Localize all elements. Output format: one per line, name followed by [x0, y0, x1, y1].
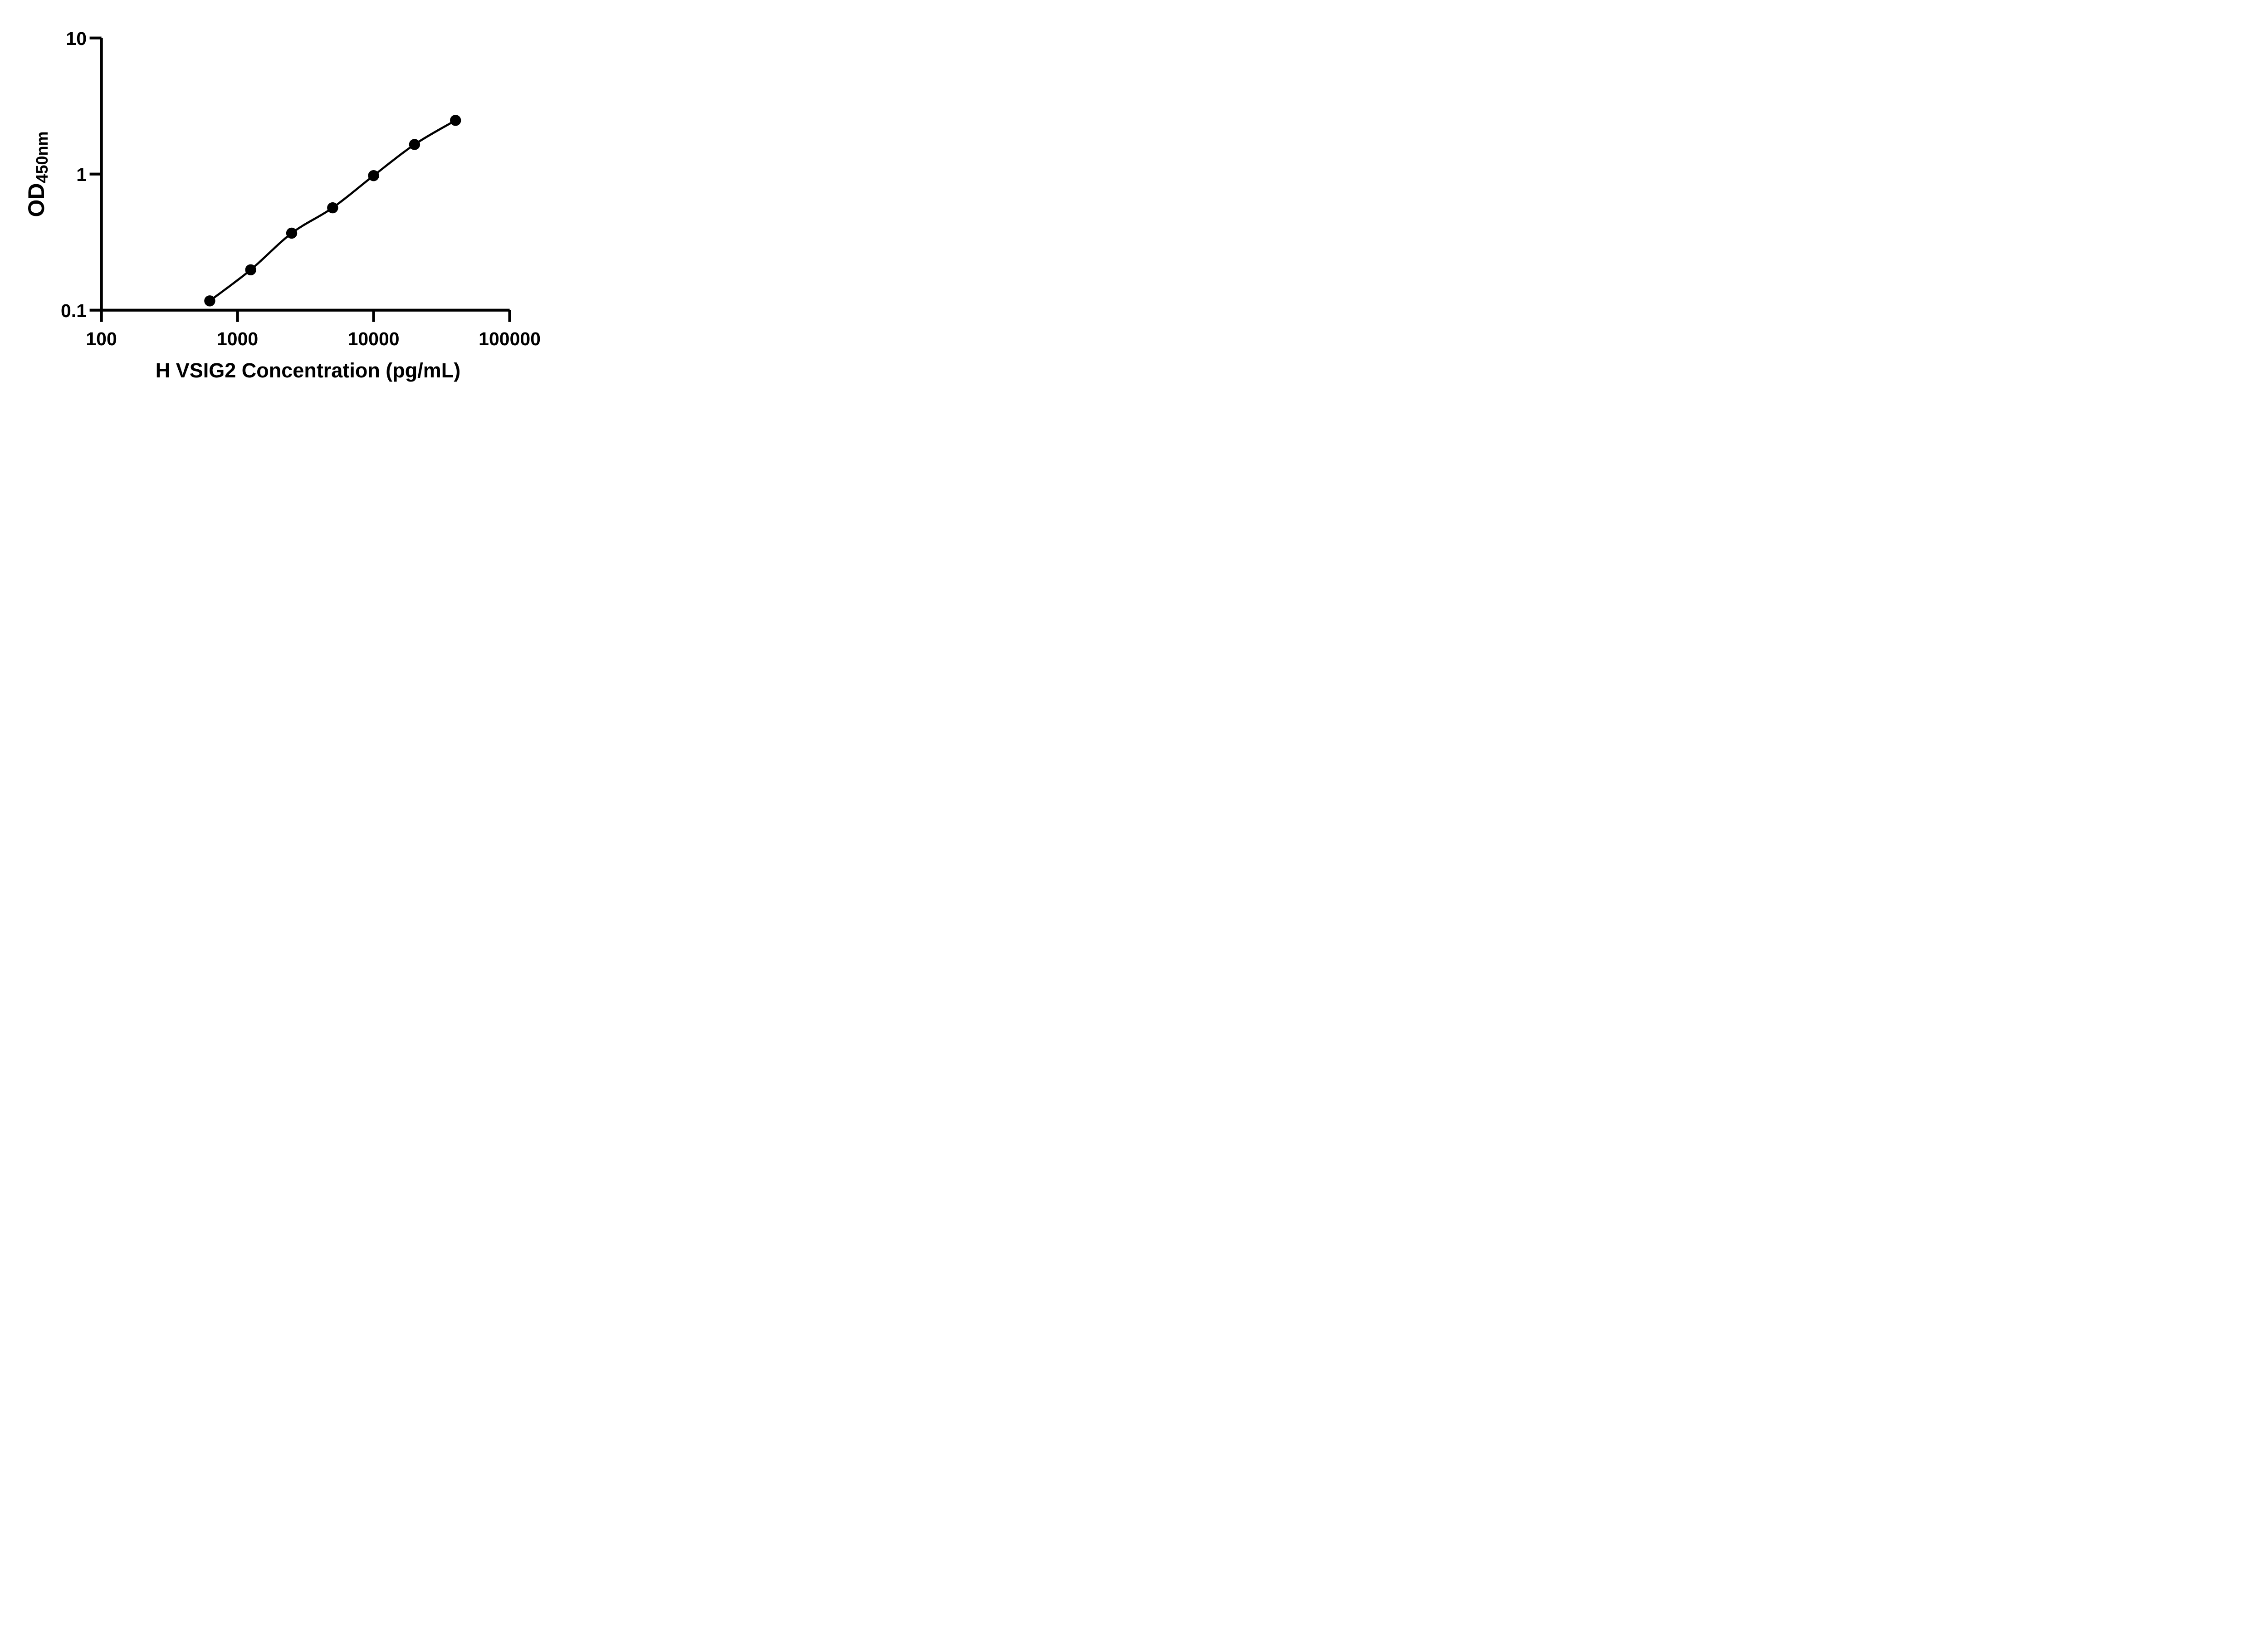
- data-point: [286, 227, 298, 239]
- data-point: [368, 170, 379, 181]
- y-axis-title-main: OD: [24, 183, 49, 217]
- x-axis-title: H VSIG2 Concentration (pg/mL): [156, 359, 461, 382]
- data-point: [409, 139, 420, 150]
- data-point: [450, 115, 461, 126]
- y-tick-label: 10: [66, 28, 87, 49]
- x-tick-label: 100000: [479, 328, 541, 349]
- elisa-standard-curve-chart: 0.1 1 10 100 1000 10000 100000 H VSIG2 Concentr…: [24, 28, 541, 382]
- y-tick-label: 1: [76, 164, 87, 185]
- y-axis-title: OD450nm: [24, 131, 51, 217]
- data-point: [204, 295, 215, 307]
- data-point: [245, 264, 256, 275]
- y-tick-label: 0.1: [61, 300, 87, 321]
- axes-frame: [100, 38, 510, 312]
- x-tick-label: 10000: [348, 328, 400, 349]
- x-tick-label: 1000: [217, 328, 258, 349]
- figure-canvas: 0.1 1 10 100 1000 10000 100000 H VSIG2 Concentr…: [0, 0, 572, 408]
- y-axis-title-subscript: 450nm: [33, 131, 51, 183]
- x-tick-label: 100: [86, 328, 117, 349]
- data-point: [327, 202, 338, 214]
